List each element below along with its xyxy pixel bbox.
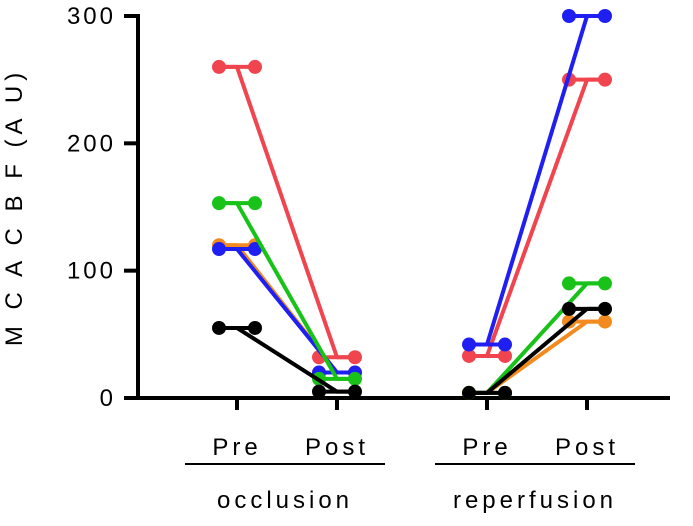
x-category-label: Post (305, 434, 369, 461)
y-tick-label: 200 (67, 130, 116, 157)
y-tick-label: 300 (67, 3, 116, 30)
x-category-label: Pre (212, 434, 261, 461)
series-line (219, 328, 355, 392)
series-0 (212, 60, 612, 364)
series-line (469, 80, 605, 356)
group-label: reperfusion (453, 487, 617, 514)
series-3 (212, 196, 612, 400)
y-axis-title: M C A C B F (A U) (1, 68, 28, 346)
axis-labels: 0 100 200 300 M C A C B F (A U) Pre Post Pre Pos… (1, 3, 619, 514)
y-tick-label: 100 (67, 258, 116, 285)
group-label: occlusion (217, 487, 353, 514)
series-4 (212, 302, 612, 400)
x-category-label: Pre (462, 434, 511, 461)
x-category-label: Post (555, 434, 619, 461)
series-line (469, 16, 605, 345)
series-lines (212, 9, 612, 400)
y-tick-label: 0 (100, 385, 116, 412)
